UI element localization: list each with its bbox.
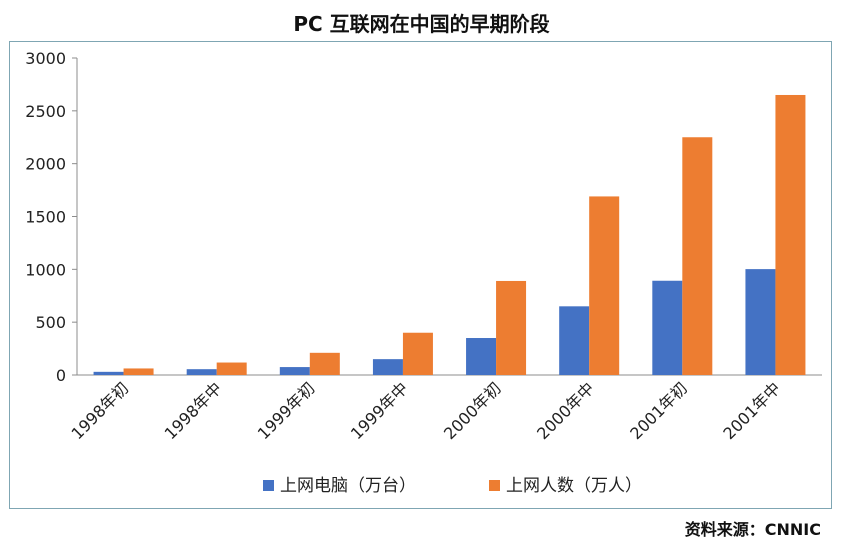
legend-label: 上网人数（万人）: [506, 476, 642, 496]
bar-computers: [372, 359, 403, 375]
bar-computers: [559, 306, 590, 375]
legend-swatch: [489, 480, 500, 491]
source-note: 资料来源：CNNIC: [684, 520, 821, 539]
x-tick-label: 2001年初: [626, 378, 691, 443]
chart-frame: [9, 41, 832, 509]
bar-computers: [93, 371, 124, 375]
bar-computers: [186, 369, 217, 375]
bar-users: [682, 137, 713, 375]
bar-users: [216, 362, 247, 375]
y-tick-label: 0: [56, 366, 66, 385]
bar-users: [402, 332, 433, 375]
x-tick-label: 1999年中: [347, 378, 412, 443]
legend-swatch: [263, 480, 274, 491]
y-tick-label: 1500: [25, 208, 66, 227]
y-tick-label: 2500: [25, 102, 66, 121]
y-tick-label: 1000: [25, 260, 66, 279]
bar-users: [309, 352, 340, 375]
bar-users: [775, 94, 806, 375]
x-tick-label: 1999年初: [254, 378, 319, 443]
x-tick-label: 1998年中: [161, 378, 226, 443]
x-tick-label: 2000年中: [533, 378, 598, 443]
bar-users: [589, 196, 620, 375]
x-tick-label: 1998年初: [68, 378, 133, 443]
bar-computers: [745, 269, 776, 375]
y-tick-label: 500: [35, 313, 66, 332]
bar-users: [496, 280, 527, 375]
y-tick-label: 3000: [25, 49, 66, 68]
bar-computers: [466, 338, 497, 375]
chart-title: PC 互联网在中国的早期阶段: [293, 12, 550, 36]
bar-users: [123, 368, 154, 375]
bar-computers: [652, 280, 683, 375]
x-tick-label: 2000年初: [440, 378, 505, 443]
y-tick-label: 2000: [25, 155, 66, 174]
bar-computers: [279, 367, 310, 375]
legend-label: 上网电脑（万台）: [280, 476, 416, 496]
x-tick-label: 2001年中: [719, 378, 784, 443]
